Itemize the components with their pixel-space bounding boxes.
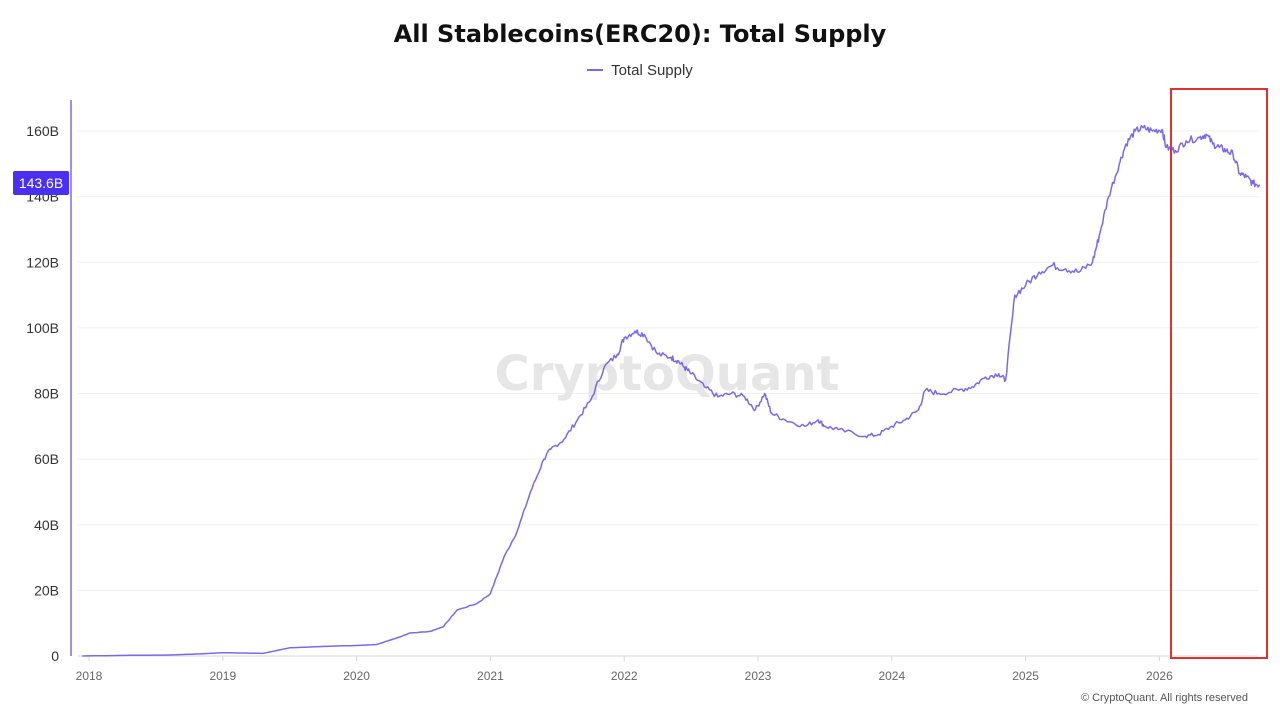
x-tick-label: 2022 — [611, 669, 638, 683]
x-tick-label: 2023 — [745, 669, 772, 683]
y-tick-label: 80B — [34, 386, 59, 402]
x-tick-label: 2019 — [209, 669, 236, 683]
legend-label: Total Supply — [611, 62, 693, 79]
y-tick-label: 20B — [34, 582, 59, 598]
y-tick-label: 100B — [26, 320, 59, 336]
x-tick-label: 2026 — [1146, 669, 1173, 683]
highlight-box — [1170, 88, 1268, 659]
y-tick-label: 60B — [34, 451, 59, 467]
legend-swatch — [587, 69, 604, 72]
y-tick-label: 120B — [26, 254, 59, 270]
x-tick-label: 2020 — [343, 669, 370, 683]
chart-title: All Stablecoins(ERC20): Total Supply — [393, 20, 887, 48]
watermark-text: CryptoQuant — [495, 346, 840, 402]
x-tick-label: 2018 — [76, 669, 103, 683]
y-tick-label: 0 — [51, 648, 59, 664]
y-tick-label: 40B — [34, 517, 59, 533]
current-value-tag: 143.6B — [13, 171, 69, 195]
x-tick-label: 2025 — [1012, 669, 1039, 683]
x-tick-label: 2024 — [878, 669, 905, 683]
legend[interactable]: Total Supply — [0, 62, 1280, 79]
copyright-notice: © CryptoQuant. All rights reserved — [1080, 692, 1248, 704]
x-tick-label: 2021 — [477, 669, 504, 683]
series-line-total-supply[interactable] — [82, 124, 1261, 657]
y-tick-label: 160B — [26, 123, 59, 139]
